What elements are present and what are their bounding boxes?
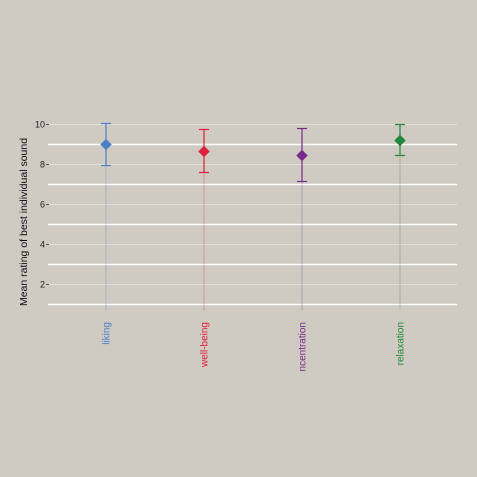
category-stems bbox=[105, 155, 401, 310]
grid-lines bbox=[48, 124, 457, 306]
y-tick-label-2: 2 bbox=[40, 280, 45, 290]
x-category-label-liking: liking bbox=[102, 322, 113, 345]
y-tick-label-6: 6 bbox=[40, 200, 45, 210]
x-category-label-ncentration: ncentration bbox=[298, 322, 309, 371]
x-category-label-well-being: well-being bbox=[200, 322, 211, 368]
y-tick-label-8: 8 bbox=[40, 160, 45, 170]
mean-marker-relaxation bbox=[394, 134, 406, 147]
mean-marker-liking bbox=[100, 138, 112, 151]
error-bars bbox=[101, 122, 405, 183]
mean-markers bbox=[100, 134, 406, 162]
y-tick-label-4: 4 bbox=[40, 240, 45, 250]
x-category-label-relaxation: relaxation bbox=[396, 322, 407, 365]
y-axis-label: Mean rating of best individual sound bbox=[18, 138, 30, 306]
mean-marker-ncentration bbox=[296, 149, 308, 162]
y-tick-label-10: 10 bbox=[35, 120, 45, 130]
mean-marker-well-being bbox=[198, 145, 210, 158]
y-axis: 2 4 6 8 10 bbox=[35, 120, 49, 290]
x-axis: liking well-being ncentration relaxation bbox=[102, 322, 407, 371]
